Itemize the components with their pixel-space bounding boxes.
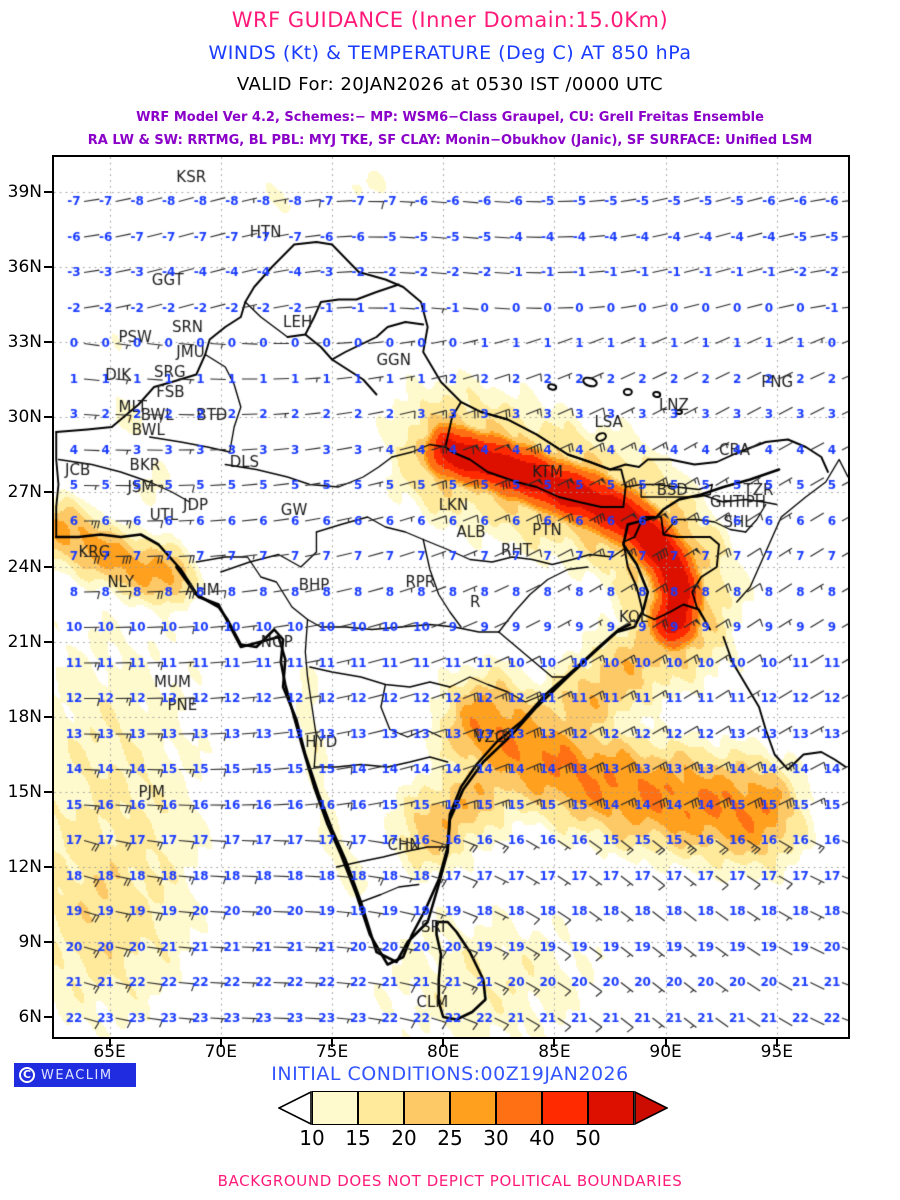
colorbar-tick: 15 <box>345 1126 371 1150</box>
longitude-tick-label: 85E <box>538 1042 571 1062</box>
latitude-tick-label: 9N <box>18 932 42 952</box>
copyright-circle-icon: C <box>19 1067 35 1083</box>
initial-conditions-label: INITIAL CONDITIONS:00Z19JAN2026 <box>271 1063 629 1085</box>
latitude-tick-label: 6N <box>18 1007 42 1027</box>
colorbar-cell <box>496 1091 542 1125</box>
colorbar-tick: 50 <box>575 1126 601 1150</box>
colorbar-tick: 30 <box>483 1126 509 1150</box>
page-title: WRF GUIDANCE (Inner Domain:15.0Km) <box>231 8 669 32</box>
colorbar-cell <box>312 1091 358 1125</box>
colorbar-tick: 25 <box>437 1126 463 1150</box>
weather-map-plot[interactable] <box>52 155 850 1039</box>
page-subtitle: WINDS (Kt) & TEMPERATURE (Deg C) AT 850 … <box>208 42 692 64</box>
latitude-tick-mark <box>44 941 52 943</box>
latitude-tick-mark <box>44 491 52 493</box>
latitude-tick-mark <box>44 191 52 193</box>
colorbar-cell <box>588 1091 634 1125</box>
latitude-tick-label: 30N <box>7 407 42 427</box>
model-scheme-line-1: WRF Model Ver 4.2, Schemes:− MP: WSM6−Cl… <box>136 110 764 125</box>
valid-time-label: VALID For: 20JAN2026 at 0530 IST /0000 U… <box>236 74 664 95</box>
weaclim-logo-badge[interactable]: C WEACLIM <box>14 1063 136 1087</box>
longitude-tick-mark <box>664 1039 667 1047</box>
longitude-tick-mark <box>553 1039 556 1047</box>
disclaimer-footer: BACKGROUND DOES NOT DEPICT POLITICAL BOU… <box>217 1172 683 1190</box>
longitude-tick-mark <box>219 1039 222 1047</box>
latitude-tick-label: 36N <box>7 257 42 277</box>
latitude-tick-label: 21N <box>7 632 42 652</box>
latitude-tick-mark <box>44 866 52 868</box>
latitude-tick-label: 15N <box>7 782 42 802</box>
colorbar-cell <box>404 1091 450 1125</box>
colorbar-cell <box>358 1091 404 1125</box>
colorbar-cell <box>542 1091 588 1125</box>
latitude-tick-mark <box>44 1016 52 1018</box>
latitude-tick-label: 33N <box>7 332 42 352</box>
latitude-tick-mark <box>44 716 52 718</box>
longitude-tick-mark <box>108 1039 111 1047</box>
colorbar-tick: 40 <box>529 1126 555 1150</box>
latitude-tick-label: 12N <box>7 857 42 877</box>
latitude-tick-mark <box>44 566 52 568</box>
longitude-tick-mark <box>442 1039 445 1047</box>
latitude-tick-label: 27N <box>7 482 42 502</box>
longitude-tick-label: 70E <box>204 1042 237 1062</box>
map-render-canvas <box>54 157 848 1037</box>
colorbar-over-arrow-icon <box>634 1091 668 1125</box>
longitude-tick-label: 95E <box>760 1042 794 1062</box>
colorbar-tick: 20 <box>391 1126 417 1150</box>
colorbar-tick: 10 <box>299 1126 325 1150</box>
latitude-tick-mark <box>44 416 52 418</box>
latitude-tick-label: 24N <box>7 557 42 577</box>
colorbar-cell <box>450 1091 496 1125</box>
longitude-tick-label: 75E <box>315 1042 349 1062</box>
longitude-tick-mark <box>331 1039 333 1047</box>
latitude-tick-label: 39N <box>7 182 42 202</box>
latitude-tick-mark <box>44 791 52 793</box>
latitude-tick-mark <box>44 266 52 268</box>
longitude-tick-label: 80E <box>427 1042 460 1062</box>
latitude-tick-mark <box>44 641 52 643</box>
latitude-tick-mark <box>44 341 52 343</box>
longitude-tick-label: 90E <box>649 1042 682 1062</box>
colorbar-under-arrow-icon <box>278 1091 312 1125</box>
model-scheme-line-2: RA LW & SW: RRTMG, BL PBL: MYJ TKE, SF C… <box>87 133 813 148</box>
longitude-tick-mark <box>775 1039 778 1047</box>
colorbar-tick-labels: 10 15 20 25 30 40 50 <box>278 1126 698 1152</box>
latitude-tick-label: 18N <box>7 707 42 727</box>
weaclim-logo-text: WEACLIM <box>41 1067 113 1083</box>
longitude-tick-label: 65E <box>93 1042 126 1062</box>
colorbar <box>278 1091 668 1125</box>
